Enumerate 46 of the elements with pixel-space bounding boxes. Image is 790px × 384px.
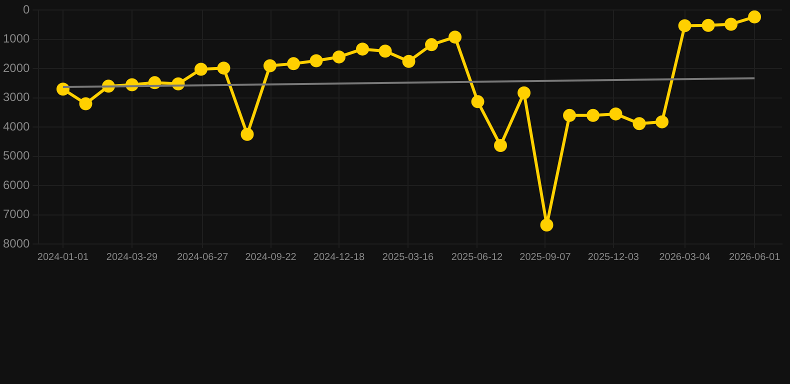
point bbox=[632, 117, 646, 130]
point bbox=[702, 18, 715, 32]
x-tick-label: 2024-01-01 bbox=[37, 252, 90, 263]
x-tick-label: 2026-03-04 bbox=[659, 252, 711, 263]
point bbox=[310, 54, 323, 68]
point bbox=[287, 57, 300, 70]
point bbox=[540, 218, 554, 232]
point bbox=[425, 38, 438, 52]
x-tick-label: 2024-03-29 bbox=[106, 252, 158, 263]
y-tick-label: 1000 bbox=[2, 32, 30, 46]
point bbox=[79, 97, 92, 110]
y-tick-label: 0 bbox=[23, 2, 30, 17]
point bbox=[748, 10, 762, 24]
point bbox=[471, 95, 484, 108]
point bbox=[656, 115, 669, 128]
point bbox=[724, 18, 738, 31]
point bbox=[240, 128, 254, 141]
y-tick-label: 7000 bbox=[2, 207, 30, 222]
y-tick-label: 2000 bbox=[2, 60, 30, 75]
x-tick-label: 2024-12-18 bbox=[313, 252, 366, 263]
point bbox=[264, 59, 276, 72]
x-tick-label: 2025-06-12 bbox=[451, 252, 504, 263]
x-tick-label: 2024-09-22 bbox=[245, 252, 297, 263]
y-tick-label: 3000 bbox=[2, 90, 30, 104]
point bbox=[609, 107, 622, 120]
point bbox=[378, 44, 392, 58]
point bbox=[518, 86, 531, 100]
point bbox=[356, 42, 370, 56]
y-tick-label: 4000 bbox=[2, 119, 30, 134]
y-tick-label: 5000 bbox=[2, 148, 30, 163]
x-tick-label: 2026-06-01 bbox=[728, 252, 781, 263]
y-tick-label: 6000 bbox=[2, 178, 30, 192]
point bbox=[217, 62, 230, 75]
point bbox=[563, 108, 576, 122]
point bbox=[586, 108, 600, 122]
x-tick-label: 2024-06-27 bbox=[176, 252, 229, 263]
point bbox=[402, 54, 416, 68]
point bbox=[332, 50, 346, 64]
x-tick-label: 2025-09-07 bbox=[520, 252, 572, 263]
point bbox=[678, 19, 692, 32]
x-tick-label: 2025-12-03 bbox=[588, 252, 640, 263]
x-tick-label: 2025-03-16 bbox=[382, 252, 434, 263]
point bbox=[194, 62, 208, 76]
point bbox=[494, 139, 508, 152]
y-tick-label: 8000 bbox=[2, 236, 30, 250]
point bbox=[448, 30, 462, 44]
